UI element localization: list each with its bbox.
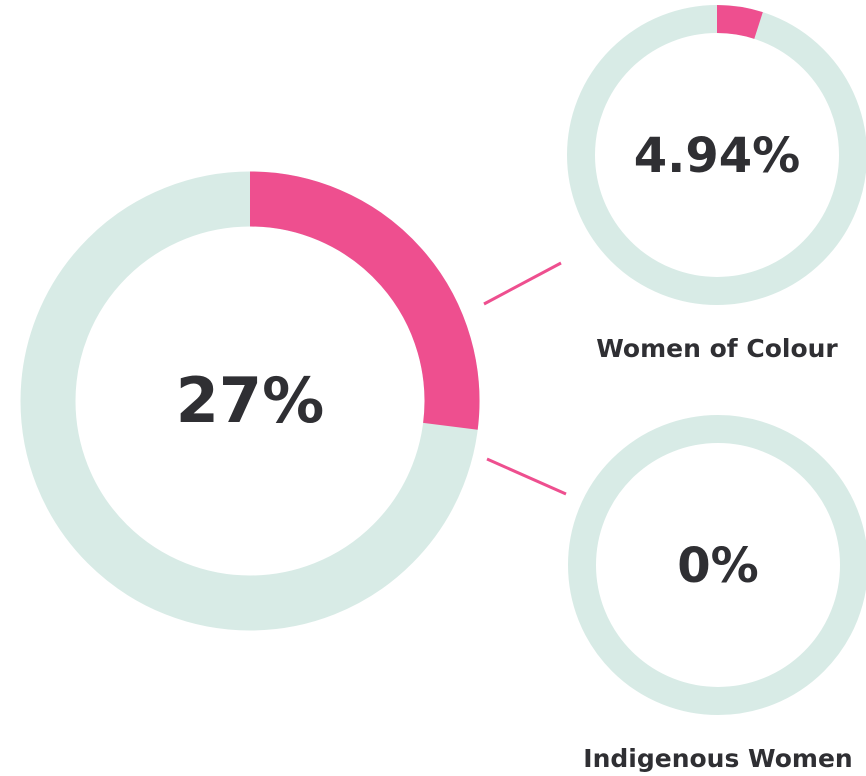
center-value: 4.94% [634,128,801,184]
donut-label: Indigenous Women [583,744,852,773]
donut-label: Women of Colour [596,334,838,363]
connector [486,457,567,496]
connector [483,261,562,306]
center-value: 27% [176,364,324,437]
donut-track [568,415,866,715]
donut-segment [249,171,480,430]
donut-segment [716,5,763,39]
center-value: 0% [677,538,759,594]
